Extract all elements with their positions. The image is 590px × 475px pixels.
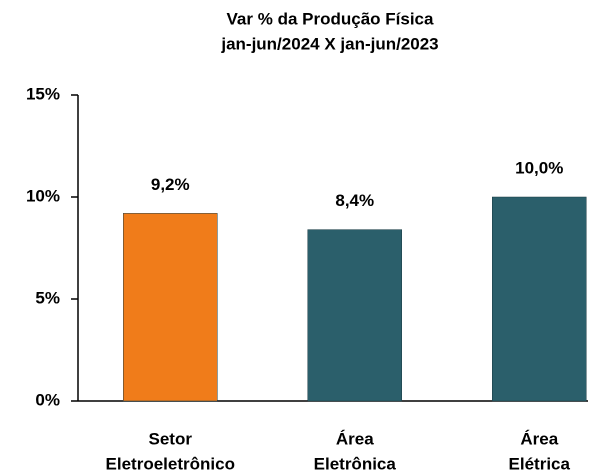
y-tick-label: 0% [35, 390, 60, 409]
value-label: 9,2% [151, 175, 190, 194]
y-tick-label: 15% [26, 84, 60, 103]
bar [123, 213, 218, 402]
x-tick-label: Área [336, 429, 374, 448]
value-label: 10,0% [515, 158, 563, 177]
bar [307, 229, 402, 402]
chart-title: Var % da Produção Física [227, 9, 434, 28]
x-tick-label: Eletrônica [314, 454, 397, 473]
y-tick-label: 10% [26, 186, 60, 205]
x-tick-label: Eletroeletrônico [106, 454, 235, 473]
chart-subtitle: jan-jun/2024 X jan-jun/2023 [220, 34, 438, 53]
value-label: 8,4% [335, 191, 374, 210]
x-tick-label: Setor [149, 429, 193, 448]
bar [492, 196, 587, 402]
y-tick-label: 5% [35, 288, 60, 307]
x-tick-label: Elétrica [509, 454, 571, 473]
x-tick-label: Área [520, 429, 558, 448]
